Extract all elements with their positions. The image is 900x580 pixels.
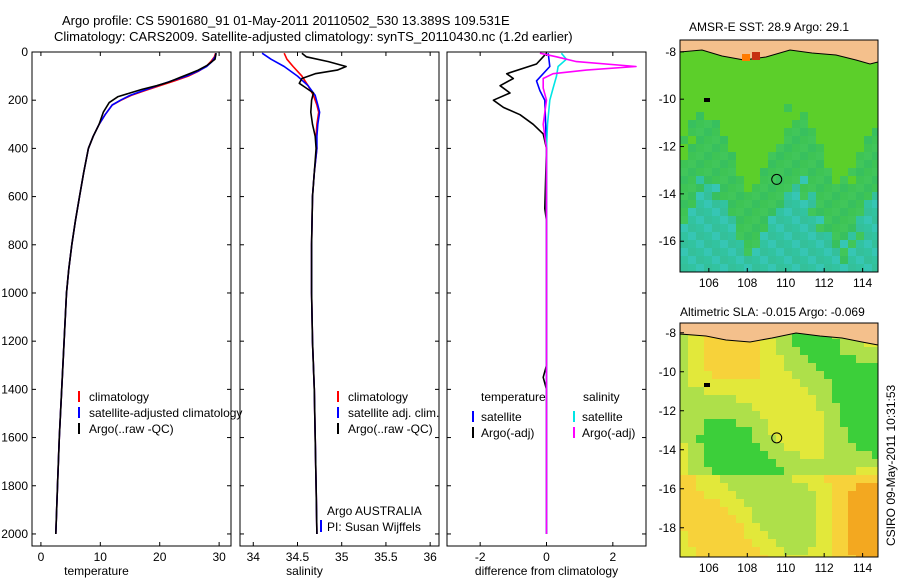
temperature-ytick-label: 1400 xyxy=(1,382,28,396)
salinity-legend-label-1: satellite adj. clim. xyxy=(348,406,439,420)
sst-ytick-label: -12 xyxy=(659,140,677,154)
salinity-x-axis-label: salinity xyxy=(286,564,323,578)
sla-xtick-label: 112 xyxy=(815,561,834,575)
sla-map-group xyxy=(680,323,878,557)
temperature-ytick-label: 800 xyxy=(8,238,28,252)
sst-map-title: AMSR-E SST: 28.9 Argo: 29.1 xyxy=(689,20,850,34)
difference-series-2-line xyxy=(545,52,568,534)
salinity-series-2-line xyxy=(298,52,347,535)
temperature-ytick-label: 400 xyxy=(8,141,28,155)
sla-ytick-label: -14 xyxy=(659,443,677,457)
sla-ytick-label: -12 xyxy=(659,404,677,418)
sla-xtick-label: 114 xyxy=(853,561,872,575)
sst-xtick-label: 106 xyxy=(699,276,719,290)
sla-ytick-label: -18 xyxy=(659,521,677,535)
sla-map-field xyxy=(680,323,878,557)
difference-legend-label-3: Argo(-adj) xyxy=(582,426,635,440)
sst-ytick-label: -16 xyxy=(659,234,677,248)
temperature-x-axis-label: temperature xyxy=(64,564,129,578)
salinity-annotation-float: Argo AUSTRALIA xyxy=(327,504,422,518)
difference-xtick-label: 0 xyxy=(543,550,550,564)
difference-xtick-label: 2 xyxy=(609,550,616,564)
temperature-plot-frame xyxy=(31,51,232,547)
sst-map-frame xyxy=(679,39,879,273)
sla-map-frame xyxy=(679,322,879,558)
sst-ytick-label: -10 xyxy=(659,92,677,106)
figure-title-line2: Climatology: CARS2009. Satellite-adjuste… xyxy=(54,29,573,44)
temperature-ytick-label: 1200 xyxy=(1,334,28,348)
difference-legend-label-2: satellite xyxy=(582,410,623,424)
temperature-series-2-line xyxy=(55,53,217,535)
temperature-ytick-label: 0 xyxy=(21,45,28,59)
sst-land-java xyxy=(679,39,879,65)
temperature-ytick-label: 200 xyxy=(8,93,28,107)
sla-ytick-label: -8 xyxy=(665,326,676,340)
difference-xtick-label: -2 xyxy=(475,550,486,564)
sst-ytick-label: -8 xyxy=(665,45,676,59)
salinity-annotation-pi: PI: Susan Wijffels xyxy=(327,520,421,534)
sst-xtick-label: 114 xyxy=(853,276,872,290)
sst-ytick-label: -14 xyxy=(659,187,677,201)
salinity-legend-label-0: climatology xyxy=(348,390,408,404)
difference-legend-label-1: Argo(-adj) xyxy=(481,426,534,440)
difference-legend-group-salinity: salinity xyxy=(583,390,620,404)
sla-ytick-label: -16 xyxy=(659,482,677,496)
temperature-legend-label-1: satellite-adjusted climatology xyxy=(89,406,242,420)
temperature-ytick-label: 600 xyxy=(8,190,28,204)
sst-float-marker xyxy=(771,173,783,185)
sla-ytick-label: -10 xyxy=(659,365,677,379)
temperature-ytick-label: 1000 xyxy=(1,286,28,300)
sla-xtick-label: 110 xyxy=(776,561,795,575)
sla-map-title: Altimetric SLA: -0.015 Argo: -0.069 xyxy=(680,305,865,319)
sst-xtick-label: 108 xyxy=(737,276,757,290)
sla-xtick-label: 108 xyxy=(737,561,757,575)
temperature-xtick-label: 0 xyxy=(38,550,45,564)
salinity-xtick-label: 35 xyxy=(335,550,349,564)
temperature-xtick-label: 10 xyxy=(94,550,108,564)
credit-stamp: CSIRO 09-May-2011 10:31:53 xyxy=(884,384,898,546)
temperature-legend-label-2: Argo(..raw -QC) xyxy=(89,422,174,436)
salinity-xtick-label: 34 xyxy=(247,550,261,564)
salinity-xtick-label: 35.5 xyxy=(374,550,398,564)
temperature-legend-label-0: climatology xyxy=(89,390,149,404)
sst-warm-cell xyxy=(742,54,750,61)
difference-legend-group-temperature: temperature xyxy=(481,390,546,404)
sla-xtick-label: 106 xyxy=(699,561,719,575)
difference-x-axis-label: difference from climatology xyxy=(475,564,618,578)
temperature-ytick-label: 2000 xyxy=(1,527,28,541)
salinity-xtick-label: 34.5 xyxy=(286,550,310,564)
salinity-xtick-label: 36 xyxy=(423,550,437,564)
sst-island-marker xyxy=(704,98,710,102)
temperature-ytick-label: 1800 xyxy=(1,479,28,493)
sla-float-marker xyxy=(771,432,783,444)
sst-warm-cell xyxy=(752,52,760,60)
temperature-ytick-label: 1600 xyxy=(1,431,28,445)
sst-map-field xyxy=(680,40,878,272)
salinity-legend-label-2: Argo(..raw -QC) xyxy=(348,422,433,436)
sst-xtick-label: 110 xyxy=(776,276,795,290)
figure-title-line1: Argo profile: CS 5901680_91 01-May-2011 … xyxy=(62,13,510,28)
sst-map-group xyxy=(680,40,878,272)
temperature-xtick-label: 30 xyxy=(212,550,226,564)
difference-legend-label-0: satellite xyxy=(481,410,522,424)
salinity-plot-frame xyxy=(239,51,440,547)
difference-series-3-line xyxy=(539,52,637,534)
sst-xtick-label: 112 xyxy=(815,276,834,290)
sla-island-marker xyxy=(704,383,710,387)
temperature-xtick-label: 20 xyxy=(153,550,167,564)
